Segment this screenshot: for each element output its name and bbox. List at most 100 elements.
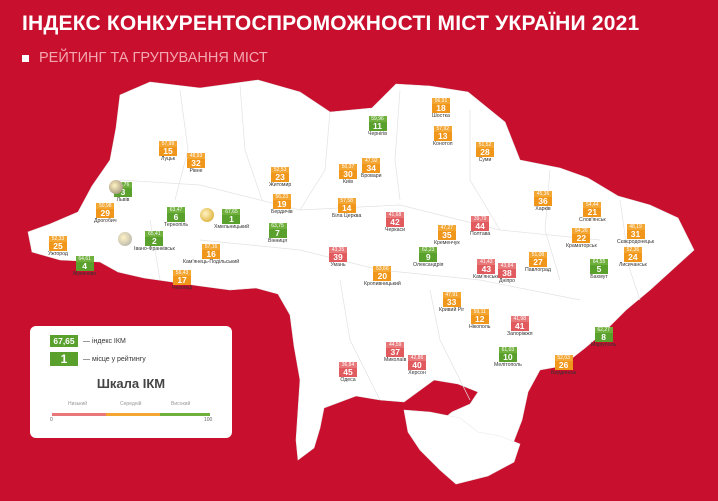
city-name-label: Мелітополь [494, 362, 522, 368]
legend-bar-high [160, 413, 210, 416]
city-rank-value: 39 [329, 253, 347, 262]
city-marker: 51,52 28 Суми [476, 142, 494, 164]
city-marker: 43,84 38 Дніпро [498, 263, 516, 285]
city-rank-value: 13 [433, 132, 452, 141]
city-marker: 56,91 18 Шостка [432, 98, 450, 120]
city-index-value: 65,41 [145, 231, 164, 237]
city-index-value: 52,36 [623, 247, 642, 253]
crimea-peninsula [403, 409, 521, 485]
city-name-label: Луцьк [161, 156, 175, 162]
city-index-badge: 47,91 33 [442, 292, 461, 307]
city-index-value: 62,23 [419, 247, 438, 253]
city-index-badge: 56,91 18 [432, 98, 450, 113]
city-index-value: 50,98 [96, 203, 115, 209]
city-index-value: 56,43 [173, 270, 192, 276]
city-index-badge: 52,53 23 [271, 167, 290, 182]
city-index-value: 43,35 [329, 247, 347, 253]
legend-bar-mid [106, 413, 160, 416]
ukraine-territory [27, 79, 695, 479]
city-index-badge: 54,44 21 [583, 202, 602, 217]
city-rank-value: 38 [498, 269, 516, 278]
city-marker: 62,23 9 Олександрія [413, 247, 443, 269]
city-rank-value: 44 [471, 222, 490, 231]
city-name-label: Полтава [470, 231, 491, 237]
city-index-badge: 57,16 16 [202, 244, 221, 259]
city-marker: 41,98 41 Запоріжжя [507, 316, 533, 338]
city-index-badge: 52,03 26 [554, 355, 573, 370]
city-rank-value: 36 [534, 197, 552, 206]
city-name-label: Кам'янське [473, 274, 500, 280]
city-rank-value: 29 [96, 209, 115, 218]
city-marker: 45,36 36 Харків [534, 191, 552, 213]
city-index-badge: 65,41 2 [145, 231, 164, 246]
city-rank-value: 40 [408, 361, 426, 370]
city-name-label: Тернопіль [164, 222, 189, 228]
medal-icon [109, 180, 123, 194]
city-name-label: Нікополь [469, 324, 491, 330]
city-marker: 59,96 11 Чернігів [368, 116, 387, 138]
city-index-badge: 45,36 36 [534, 191, 552, 206]
legend-index-swatch: 67,65 [50, 335, 78, 347]
city-index-badge: 61,03 10 [498, 347, 517, 362]
city-index-badge: 54,26 22 [572, 228, 591, 243]
city-index-value: 41,68 [386, 212, 404, 218]
city-marker: 59,11 12 Нікополь [469, 309, 490, 331]
city-index-badge: 57,92 13 [433, 126, 452, 141]
city-marker: 51,08 27 Павлоград [525, 252, 551, 274]
city-name-label: Бердянськ [551, 370, 577, 376]
city-index-value: 51,52 [476, 142, 494, 148]
city-index-value: 54,26 [572, 228, 591, 234]
legend-mid-label: Середній [120, 401, 142, 407]
city-name-label: Павлоград [525, 267, 551, 273]
city-name-label: Біла Церква [332, 213, 362, 219]
city-rank-value: 42 [386, 218, 404, 227]
city-name-label: Вінниця [268, 238, 288, 244]
city-rank-value: 35 [437, 231, 456, 240]
city-name-label: Кривий Ріг [439, 307, 465, 313]
city-name-label: Кременчук [434, 240, 460, 246]
legend-rank-swatch: 1 [50, 352, 78, 366]
city-index-badge: 47,27 35 [437, 225, 456, 240]
city-marker: 48,19 31 Сєвєродонецьк [617, 224, 654, 246]
city-index-badge: 47,92 34 [362, 158, 381, 173]
city-marker: 65,41 2 Івано-Франківськ [134, 231, 175, 253]
city-index-value: 45,36 [534, 191, 552, 197]
city-index-badge: 63,47 6 [167, 207, 186, 222]
city-index-value: 51,08 [528, 252, 547, 258]
city-rank-value: 34 [362, 164, 381, 173]
city-index-badge: 52,33 25 [48, 236, 67, 251]
city-rank-value: 33 [442, 298, 461, 307]
city-index-value: 64,61 [75, 256, 94, 262]
city-rank-value: 18 [432, 104, 450, 113]
city-marker: 50,98 29 Дрогобич [94, 203, 117, 225]
city-rank-value: 2 [145, 237, 164, 246]
city-index-badge: 51,52 28 [476, 142, 494, 157]
city-name-label: Кропивницький [364, 281, 401, 287]
bullet-square-icon [22, 54, 29, 62]
city-name-label: Запоріжжя [507, 331, 533, 337]
page-subtitle: РЕЙТИНГ ТА ГРУПУВАННЯ МІСТ [22, 50, 268, 66]
city-index-value: 48,19 [626, 224, 645, 230]
city-index-badge: 44,59 37 [386, 342, 405, 357]
city-name-label: Суми [478, 157, 492, 163]
city-marker: 52,03 26 Бердянськ [551, 355, 576, 377]
city-index-badge: 50,37 30 [339, 164, 357, 179]
city-rank-value: 41 [510, 322, 529, 331]
city-rank-value: 22 [572, 234, 591, 243]
legend-rank-label: — місце у рейтингу [83, 355, 146, 363]
city-index-value: 61,03 [498, 347, 517, 353]
legend-index-label: — індекс ІКМ [83, 337, 126, 345]
city-index-value: 59,96 [368, 116, 387, 122]
city-index-badge: 41,68 42 [386, 212, 404, 227]
city-name-label: Бахмут [590, 274, 608, 280]
city-index-value: 52,03 [554, 355, 573, 361]
city-index-value: 57,16 [202, 244, 221, 250]
city-marker: 41,68 42 Черкаси [385, 212, 405, 234]
city-index-value: 63,75 [268, 223, 287, 229]
city-rank-value: 20 [373, 272, 392, 281]
city-name-label: Бердичів [271, 209, 293, 215]
city-name-label: Миколаїв [384, 357, 407, 363]
city-index-badge: 62,23 9 [419, 247, 438, 262]
city-marker: 48,93 32 Рівне [187, 153, 205, 175]
